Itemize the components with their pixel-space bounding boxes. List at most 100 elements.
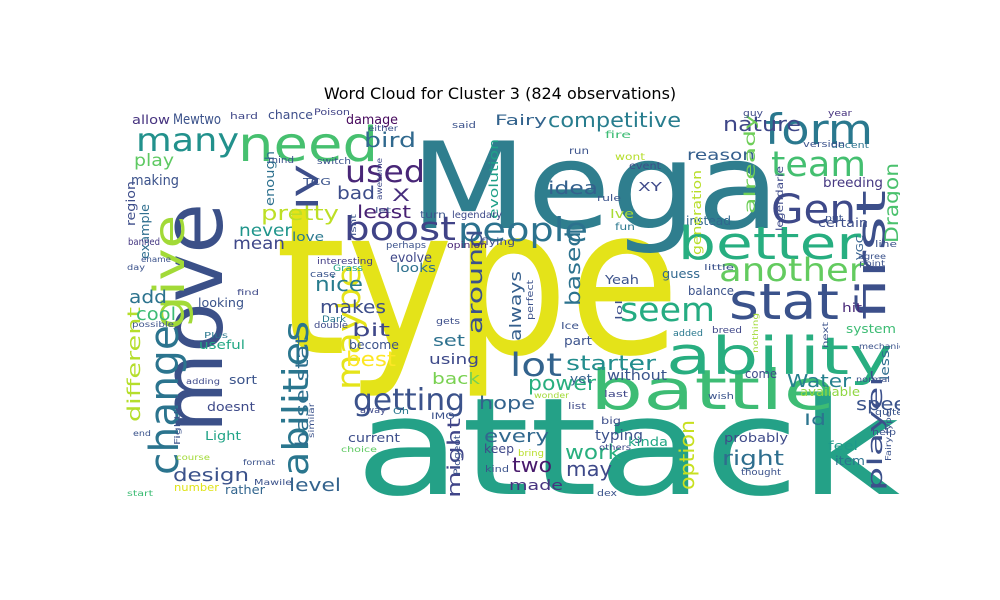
- word-current: current: [348, 431, 400, 445]
- word-guy: guy: [743, 109, 764, 119]
- word-breeding: breeding: [823, 176, 883, 191]
- word-chance: chance: [268, 108, 313, 122]
- word-certain: certain: [818, 216, 868, 230]
- word-pretty: pretty: [261, 201, 339, 225]
- word-less: less: [878, 350, 892, 380]
- word-ive: Ive: [610, 207, 634, 221]
- word-course: course: [176, 453, 210, 462]
- word-tcg: TCG: [302, 177, 331, 188]
- word-flying: flying: [481, 237, 515, 248]
- word-speed: speed: [856, 394, 900, 415]
- word-away: away: [360, 406, 387, 416]
- word-nature: nature: [723, 112, 801, 136]
- word-end: end: [133, 429, 151, 438]
- word-boost: boost: [344, 209, 456, 248]
- word-cloud: type attack Mega move need many battle ability s…: [125, 108, 900, 500]
- word-banned: banned: [128, 237, 160, 248]
- word-doesnt: doesnt: [207, 400, 255, 414]
- word-available: available: [800, 385, 860, 399]
- word-starter: starter: [566, 351, 657, 375]
- word-work: work: [565, 440, 621, 464]
- word-attack: attack: [355, 369, 900, 500]
- word-made: made: [509, 478, 563, 494]
- word-keep: keep: [484, 442, 514, 456]
- word-number: number: [174, 481, 219, 494]
- word-back: back: [432, 369, 481, 388]
- word-design: design: [173, 465, 249, 486]
- word-event: event: [629, 161, 661, 172]
- word-gets: gets: [436, 317, 460, 327]
- word-hope: hope: [479, 393, 535, 414]
- word-sort: sort: [229, 373, 257, 387]
- word-gen: Gen: [771, 187, 856, 233]
- word-nothing: nothing: [751, 313, 760, 353]
- word-form: form: [765, 108, 873, 154]
- word-version: version: [803, 140, 845, 150]
- word-move: move: [144, 203, 243, 433]
- word-wonder: wonder: [534, 391, 570, 400]
- word-another: another: [719, 251, 865, 289]
- word-interesting: interesting: [317, 257, 373, 267]
- word-may: may: [566, 457, 612, 481]
- word-light: Light: [205, 429, 241, 443]
- word-breed: breed: [712, 326, 742, 336]
- word-evolution: evolution: [487, 139, 501, 219]
- word-pidgeot: Pidgeot: [453, 434, 463, 475]
- word-balance: balance: [688, 284, 734, 298]
- word-guess: guess: [662, 267, 700, 281]
- word-list: list: [568, 402, 587, 412]
- word-fire: fire: [605, 130, 631, 141]
- word-last: last: [604, 390, 629, 400]
- word-set: set: [433, 331, 465, 350]
- word-cloud-svg: typeattackMegamoveneedmanybattleabilitys…: [125, 108, 900, 500]
- word-vgc: VGC: [855, 235, 866, 260]
- word-first: first: [849, 190, 895, 320]
- word-added: added: [673, 329, 703, 339]
- chart-title: Word Cloud for Cluster 3 (824 observatio…: [323, 84, 677, 103]
- word-choice: choice: [341, 445, 377, 454]
- word-iv: IV: [291, 164, 326, 210]
- word-nice: nice: [315, 272, 363, 296]
- word-yeah: Yeah: [604, 273, 639, 287]
- word-bit: bit: [352, 320, 390, 341]
- word-mind: mind: [268, 156, 294, 166]
- word-right: right: [722, 446, 784, 470]
- word-making: making: [131, 173, 179, 189]
- word-people: people: [458, 210, 588, 249]
- word-lol: lol: [615, 300, 625, 320]
- word-kinda: kinda: [628, 435, 668, 449]
- word-based: based: [561, 231, 585, 306]
- word-around: around: [463, 229, 487, 334]
- word-legendarie: legendarie: [775, 166, 786, 231]
- word-power: power: [528, 371, 597, 395]
- word-team: team: [771, 145, 866, 185]
- word-always: always: [506, 271, 525, 341]
- word-run: run: [569, 146, 589, 157]
- word-oh: Oh: [393, 407, 409, 417]
- word-without: without: [607, 368, 668, 384]
- word-battle: battle: [590, 358, 835, 422]
- word-next: next: [821, 322, 830, 348]
- word-competitive: competitive: [548, 108, 681, 132]
- word-many: many: [136, 121, 239, 159]
- word-region: region: [125, 181, 138, 226]
- word-maybe: maybe: [329, 265, 368, 390]
- word-cool: cool: [136, 304, 176, 325]
- word-little: little: [704, 263, 734, 272]
- word-imo: IMO: [431, 412, 455, 422]
- word-poison: Poison: [314, 108, 350, 118]
- word-best: best: [346, 347, 396, 371]
- word-decent: decent: [831, 141, 870, 151]
- word-wish: wish: [708, 392, 734, 402]
- word-wont: wont: [615, 152, 645, 163]
- word-line: line: [875, 240, 898, 250]
- word-said: said: [452, 121, 476, 131]
- word-mega: Mega: [410, 118, 780, 257]
- word-isnt: isnt: [349, 214, 358, 236]
- word-find: find: [237, 288, 259, 297]
- word-least: least: [357, 202, 411, 223]
- word-example: example: [138, 204, 152, 259]
- word-useful: useful: [199, 338, 245, 352]
- word-water: Water: [787, 371, 852, 392]
- word-normal: normal: [856, 375, 890, 384]
